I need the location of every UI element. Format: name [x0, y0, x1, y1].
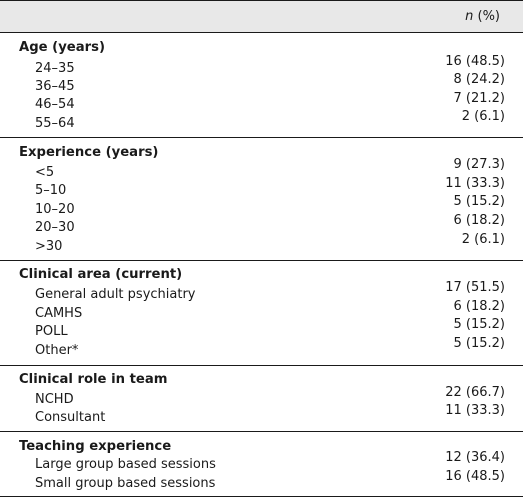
section-title: Age (years): [19, 40, 106, 55]
table-bottom-rule: [0, 496, 523, 497]
row-label: 24–35: [35, 61, 75, 76]
row-value: 7 (21.2): [453, 91, 506, 106]
row-label: Consultant: [35, 410, 106, 425]
row-label: Large group based sessions: [35, 457, 216, 472]
row-label: 55–64: [35, 116, 75, 131]
row-label: >30: [35, 239, 63, 254]
row-value: 22 (66.7): [445, 385, 505, 400]
n-label: n: [465, 9, 474, 24]
row-value: 8 (24.2): [453, 72, 506, 87]
row-label: Small group based sessions: [35, 476, 216, 491]
row-value: 2 (6.1): [461, 232, 505, 247]
row-value: 17 (51.5): [445, 280, 505, 295]
row-value: 9 (27.3): [453, 157, 506, 172]
row-label: General adult psychiatry: [35, 287, 196, 302]
row-label: NCHD: [35, 392, 74, 407]
row-value: 6 (18.2): [453, 299, 506, 314]
row-label: 46–54: [35, 97, 75, 112]
row-label: 5–10: [35, 183, 67, 198]
section-divider: [0, 137, 523, 138]
percent-label: (%): [477, 9, 501, 24]
row-value: 16 (48.5): [445, 469, 505, 484]
row-value: 6 (18.2): [453, 213, 506, 228]
row-label: 36–45: [35, 79, 75, 94]
row-value: 16 (48.5): [445, 54, 505, 69]
row-value: 2 (6.1): [461, 109, 505, 124]
section-divider: [0, 365, 523, 366]
section-title: Clinical role in team: [19, 372, 168, 387]
row-label: CAMHS: [35, 306, 83, 321]
row-label: Other*: [35, 343, 79, 358]
n-percent-header: n (%): [465, 9, 500, 24]
row-value: 11 (33.3): [445, 176, 505, 191]
row-label: 20–30: [35, 220, 75, 235]
section-title: Teaching experience: [19, 439, 172, 454]
table-header: n (%): [0, 0, 523, 33]
row-value: 5 (15.2): [453, 317, 506, 332]
row-value: 11 (33.3): [445, 403, 505, 418]
row-value: 5 (15.2): [453, 194, 506, 209]
section-divider: [0, 260, 523, 261]
row-value: 12 (36.4): [445, 450, 505, 465]
row-label: POLL: [35, 324, 68, 339]
row-label: <5: [35, 165, 55, 180]
section-title: Experience (years): [19, 145, 159, 160]
row-value: 5 (15.2): [453, 336, 506, 351]
row-label: 10–20: [35, 202, 75, 217]
section-divider: [0, 431, 523, 432]
section-title: Clinical area (current): [19, 267, 183, 282]
